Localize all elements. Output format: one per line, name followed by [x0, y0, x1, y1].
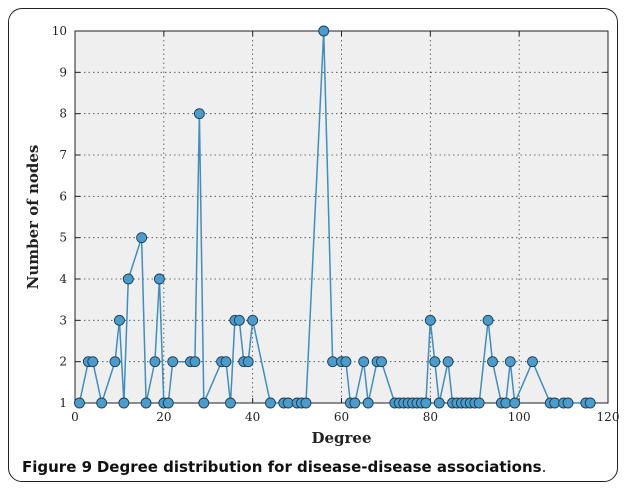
data-point	[433, 397, 445, 409]
y-tick-label: 6	[59, 189, 67, 203]
data-point	[149, 356, 161, 368]
x-tick-label: 100	[508, 410, 531, 424]
data-point	[264, 397, 276, 409]
figure-caption: Figure 9 Degree distribution for disease…	[22, 458, 547, 476]
data-point	[189, 356, 201, 368]
data-point	[140, 397, 152, 409]
data-point	[358, 356, 370, 368]
data-point	[73, 397, 85, 409]
data-point	[340, 356, 352, 368]
data-point	[122, 273, 134, 285]
data-point	[442, 356, 454, 368]
data-point	[424, 314, 436, 326]
data-point	[242, 356, 254, 368]
y-tick-label: 9	[59, 65, 67, 79]
data-point	[220, 356, 232, 368]
data-point	[153, 273, 165, 285]
data-point	[300, 397, 312, 409]
y-tick-label: 2	[59, 355, 67, 369]
data-point	[429, 356, 441, 368]
data-point	[193, 108, 205, 120]
x-tick-label: 0	[71, 410, 79, 424]
y-tick-label: 7	[59, 148, 67, 162]
y-tick-label: 8	[59, 107, 67, 121]
x-tick-label: 120	[597, 410, 620, 424]
data-point	[420, 397, 432, 409]
y-tick-label: 4	[59, 272, 67, 286]
y-tick-label: 3	[59, 313, 67, 327]
data-point	[487, 356, 498, 368]
axis-ticks: 0 20 40 60 80 100 120 1 2 3 4 5 6 7 8 9 10	[52, 24, 620, 424]
data-point	[162, 397, 174, 409]
data-point	[113, 314, 125, 326]
data-point	[473, 397, 485, 409]
figure-caption-text: Degree distribution for disease-disease …	[96, 458, 542, 476]
data-point	[527, 356, 538, 368]
data-point	[349, 397, 361, 409]
y-tick-label: 5	[59, 231, 67, 245]
data-point	[136, 232, 148, 244]
data-point	[509, 397, 521, 409]
data-point	[87, 356, 99, 368]
data-point	[504, 356, 516, 368]
data-point	[109, 356, 121, 368]
x-tick-label: 40	[245, 410, 260, 424]
x-tick-label: 60	[334, 410, 349, 424]
data-point	[118, 397, 130, 409]
data-point	[96, 397, 108, 409]
data-point	[167, 356, 179, 368]
data-point	[584, 397, 596, 409]
data-point	[198, 397, 210, 409]
data-point	[247, 314, 259, 326]
y-tick-label: 10	[52, 24, 67, 38]
data-point	[225, 397, 236, 409]
series-group	[73, 25, 596, 409]
data-point	[482, 314, 494, 326]
data-point	[562, 397, 574, 409]
figure-label: Figure 9	[22, 458, 93, 476]
data-point	[362, 397, 374, 409]
x-axis-label: Degree	[311, 429, 371, 447]
y-tick-label: 1	[59, 396, 67, 410]
x-tick-label: 20	[156, 410, 171, 424]
x-tick-label: 80	[423, 410, 438, 424]
data-point	[318, 25, 330, 37]
y-axis-label: Number of nodes	[24, 145, 42, 290]
data-point	[233, 314, 245, 326]
data-point	[376, 356, 387, 368]
